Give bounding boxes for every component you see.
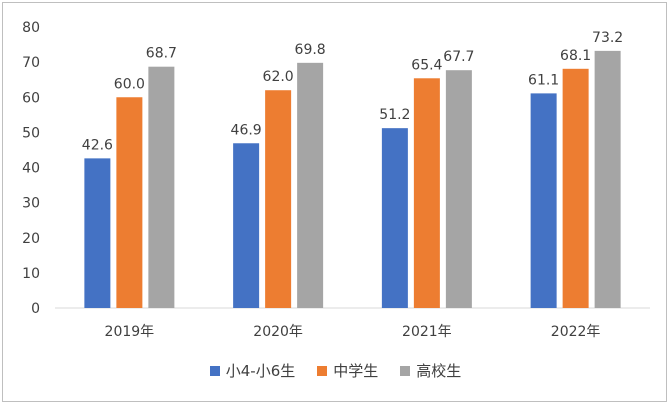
bar	[413, 78, 440, 308]
bar	[381, 128, 408, 308]
x-tick-label: 2020年	[253, 324, 303, 340]
legend-label: 小4-小6生	[225, 362, 296, 380]
data-label: 42.6	[82, 137, 113, 153]
bar	[233, 143, 260, 308]
y-tick-label: 40	[22, 161, 40, 177]
y-tick-label: 80	[22, 20, 40, 36]
legend-swatch	[209, 365, 220, 376]
bar	[116, 97, 143, 308]
data-label: 51.2	[379, 107, 410, 123]
legend-item-series-0: 小4-小6生	[209, 360, 296, 381]
legend: 小4-小6生 中学生 高校生	[0, 360, 671, 381]
x-tick-label: 2022年	[551, 324, 601, 340]
y-tick-label: 50	[22, 125, 40, 141]
data-label: 68.1	[560, 48, 591, 64]
legend-label: 高校生	[416, 362, 462, 380]
bar	[530, 93, 557, 308]
bar	[445, 70, 472, 308]
y-tick-label: 60	[22, 90, 40, 106]
data-label: 67.7	[443, 49, 474, 65]
bar	[562, 68, 589, 308]
data-label: 73.2	[592, 30, 623, 46]
bar	[265, 90, 292, 308]
y-tick-label: 0	[31, 301, 40, 317]
bar	[84, 158, 111, 308]
legend-item-series-1: 中学生	[317, 360, 378, 381]
data-label: 65.4	[411, 57, 442, 73]
bar	[594, 50, 621, 308]
data-label: 61.1	[528, 72, 559, 88]
x-tick-label: 2019年	[105, 324, 155, 340]
y-tick-label: 10	[22, 266, 40, 282]
legend-swatch	[400, 365, 411, 376]
bar	[148, 66, 175, 308]
legend-item-series-2: 高校生	[400, 360, 461, 381]
data-label: 60.0	[114, 76, 145, 92]
y-tick-label: 20	[22, 231, 40, 247]
data-label: 46.9	[231, 122, 262, 138]
y-tick-label: 30	[22, 196, 40, 212]
legend-label: 中学生	[333, 362, 379, 380]
y-tick-label: 70	[22, 55, 40, 71]
data-label: 68.7	[146, 46, 177, 62]
data-label: 62.0	[263, 69, 294, 85]
legend-swatch	[317, 365, 328, 376]
bar	[297, 62, 324, 308]
data-label: 69.8	[295, 42, 326, 58]
x-tick-label: 2021年	[402, 324, 452, 340]
